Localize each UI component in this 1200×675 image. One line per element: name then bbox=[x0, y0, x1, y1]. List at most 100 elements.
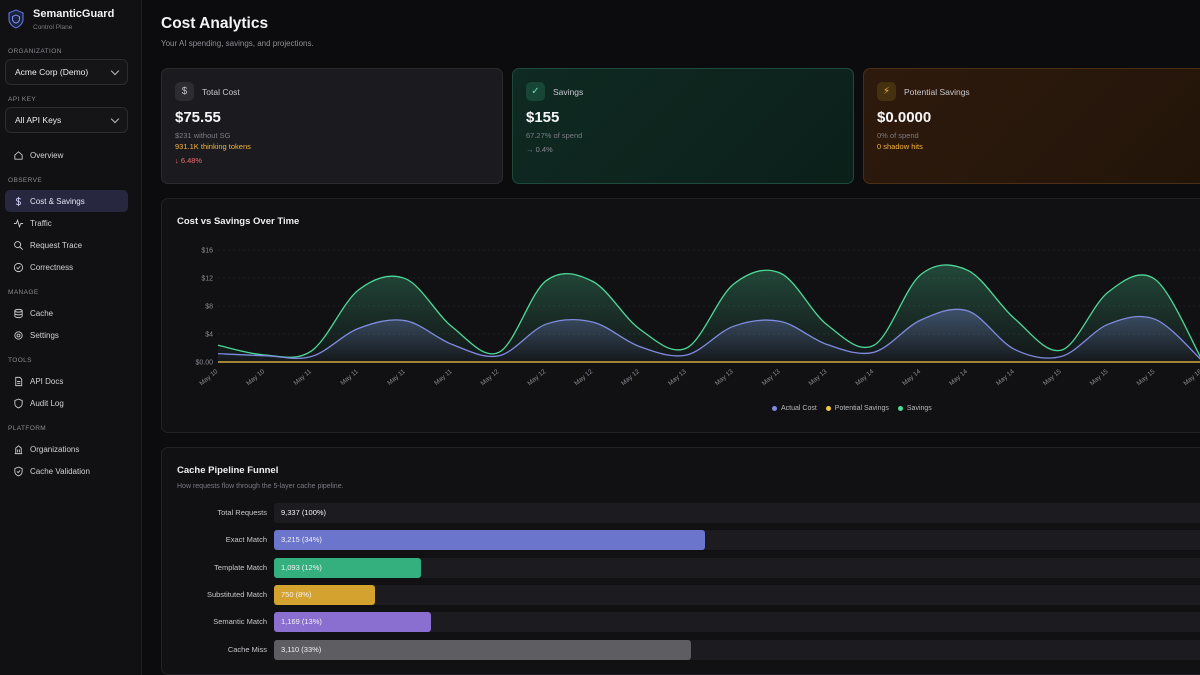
shield-check-icon bbox=[14, 466, 23, 476]
potential-savings-label: Potential Savings bbox=[904, 86, 970, 97]
nav-settings[interactable]: Settings bbox=[5, 324, 128, 346]
main-content: Cost Analytics Your AI spending, savings… bbox=[142, 0, 1200, 675]
nav-api-docs[interactable]: API Docs bbox=[5, 370, 128, 392]
funnel-row[interactable]: Cache Miss 3,110 (33%) bbox=[162, 639, 1200, 660]
section-observe: Observe bbox=[8, 177, 43, 184]
x-tick-label: May 11 bbox=[386, 368, 407, 387]
apikey-select[interactable]: All API Keys bbox=[5, 107, 128, 133]
x-tick-label: May 15 bbox=[1136, 368, 1157, 387]
legend-savings[interactable]: Savings bbox=[897, 405, 932, 412]
x-tick-label: May 15 bbox=[1089, 368, 1110, 387]
y-tick-label: $0.00 bbox=[195, 360, 213, 367]
legend-potential-savings[interactable]: Potential Savings bbox=[825, 405, 889, 412]
nav-organizations-label: Organizations bbox=[30, 444, 80, 454]
nav-traffic[interactable]: Traffic bbox=[5, 212, 128, 234]
funnel-row-label: Substituted Match bbox=[206, 589, 267, 599]
legend-actual-cost[interactable]: Actual Cost bbox=[772, 405, 817, 412]
nav-cache-validation-label: Cache Validation bbox=[30, 466, 90, 476]
x-tick-label: May 12 bbox=[573, 368, 594, 387]
funnel-track: 9,337 (100%) bbox=[274, 503, 1200, 523]
section-manage: Manage bbox=[8, 289, 39, 296]
nav-cost-savings[interactable]: Cost & Savings bbox=[5, 190, 128, 212]
legend-dot bbox=[772, 406, 777, 411]
nav-correctness-label: Correctness bbox=[30, 262, 74, 272]
legend-dot bbox=[897, 406, 903, 411]
funnel-bar bbox=[274, 503, 1200, 523]
funnel-bar bbox=[274, 530, 706, 551]
x-tick-label: May 16 bbox=[1182, 368, 1200, 387]
nav-correctness[interactable]: Correctness bbox=[5, 256, 128, 278]
x-tick-label: May 14 bbox=[854, 368, 875, 387]
shield-logo-icon bbox=[8, 9, 24, 29]
funnel-subtitle: How requests flow through the 5-layer ca… bbox=[177, 483, 344, 490]
nav-api-docs-label: API Docs bbox=[30, 376, 64, 386]
nav-cache-validation[interactable]: Cache Validation bbox=[5, 460, 128, 482]
funnel-row-label: Template Match bbox=[214, 562, 267, 572]
x-tick-label: May 10 bbox=[198, 368, 219, 387]
funnel-row[interactable]: Semantic Match 1,169 (13%) bbox=[162, 612, 1200, 633]
total-cost-card: $ Total Cost $75.55 $231 without SG 931.… bbox=[161, 68, 503, 184]
thinking-tokens: 931.1K thinking tokens bbox=[175, 142, 251, 151]
x-tick-label: May 11 bbox=[339, 368, 360, 387]
savings-change: → 0.4% bbox=[526, 145, 553, 154]
nav-audit-log[interactable]: Audit Log bbox=[5, 392, 128, 414]
potential-savings-value: $0.0000 bbox=[877, 109, 932, 126]
apikey-label: API Key bbox=[8, 96, 37, 103]
nav-cache-label: Cache bbox=[30, 308, 54, 318]
funnel-row-label: Semantic Match bbox=[213, 617, 267, 627]
x-tick-label: May 13 bbox=[714, 368, 735, 387]
funnel-track: 1,093 (12%) bbox=[274, 557, 1200, 578]
funnel-row-label: Cache Miss bbox=[227, 644, 267, 654]
nav-overview-label: Overview bbox=[30, 150, 64, 160]
nav-cache[interactable]: Cache bbox=[5, 302, 128, 324]
nav-organizations[interactable]: Organizations bbox=[5, 438, 128, 460]
page-subtitle: Your AI spending, savings, and projectio… bbox=[161, 39, 314, 48]
legend-label: Savings bbox=[906, 405, 932, 412]
x-tick-label: May 14 bbox=[948, 368, 969, 387]
database-icon bbox=[14, 308, 23, 318]
brand[interactable]: SemanticGuard Control Plane bbox=[0, 0, 141, 40]
actual-cost-series-line[interactable] bbox=[217, 308, 1200, 360]
savings-series-line[interactable] bbox=[217, 264, 1200, 360]
home-icon bbox=[14, 150, 23, 160]
x-tick-label: May 13 bbox=[761, 368, 782, 387]
org-select[interactable]: Acme Corp (Demo) bbox=[5, 59, 128, 85]
x-tick-label: May 13 bbox=[808, 368, 829, 387]
shield-icon bbox=[14, 398, 23, 408]
funnel-bar bbox=[274, 612, 431, 633]
cache-funnel-panel: Cache Pipeline Funnel How requests flow … bbox=[161, 447, 1200, 675]
x-tick-label: May 12 bbox=[480, 368, 501, 387]
chart-legend: Actual Cost Potential Savings Savings bbox=[772, 405, 941, 412]
y-tick-label: $12 bbox=[201, 276, 213, 283]
nav-audit-log-label: Audit Log bbox=[30, 398, 64, 408]
shadow-hits: 0 shadow hits bbox=[877, 142, 923, 151]
funnel-row[interactable]: Total Requests 9,337 (100%) bbox=[162, 503, 1200, 523]
nav-traffic-label: Traffic bbox=[30, 218, 52, 228]
savings-card: ✓ Savings $155 67.27% of spend → 0.4% bbox=[512, 68, 854, 184]
x-tick-label: May 14 bbox=[901, 368, 922, 387]
funnel-track: 750 (8%) bbox=[274, 584, 1200, 605]
funnel-row[interactable]: Substituted Match 750 (8%) bbox=[162, 584, 1200, 605]
savings-label: Savings bbox=[553, 86, 584, 97]
savings-value: $155 bbox=[526, 109, 560, 126]
dollar-icon bbox=[15, 196, 22, 206]
savings-percent: 67.27% of spend bbox=[526, 131, 583, 140]
potential-savings-card: ⚡ Potential Savings $0.0000 0% of spend … bbox=[863, 68, 1200, 184]
funnel-row-label: Total Requests bbox=[217, 508, 267, 517]
funnel-bar-value: 750 (8%) bbox=[281, 589, 312, 599]
nav-overview[interactable]: Overview bbox=[5, 144, 128, 166]
apikey-select-value: All API Keys bbox=[15, 115, 62, 125]
x-tick-label: May 13 bbox=[667, 368, 688, 387]
y-tick-label: $4 bbox=[205, 332, 213, 339]
chart-title: Cost vs Savings Over Time bbox=[177, 216, 300, 227]
check-icon: ✓ bbox=[526, 82, 545, 101]
total-cost-without-sg: $231 without SG bbox=[175, 131, 231, 140]
nav-request-trace[interactable]: Request Trace bbox=[5, 234, 128, 256]
total-cost-value: $75.55 bbox=[175, 109, 221, 126]
funnel-row[interactable]: Template Match 1,093 (12%) bbox=[162, 557, 1200, 578]
total-cost-label: Total Cost bbox=[202, 86, 240, 97]
funnel-row[interactable]: Exact Match 3,215 (34%) bbox=[162, 530, 1200, 551]
org-label: Organization bbox=[8, 48, 62, 55]
x-tick-label: May 15 bbox=[1042, 368, 1063, 387]
